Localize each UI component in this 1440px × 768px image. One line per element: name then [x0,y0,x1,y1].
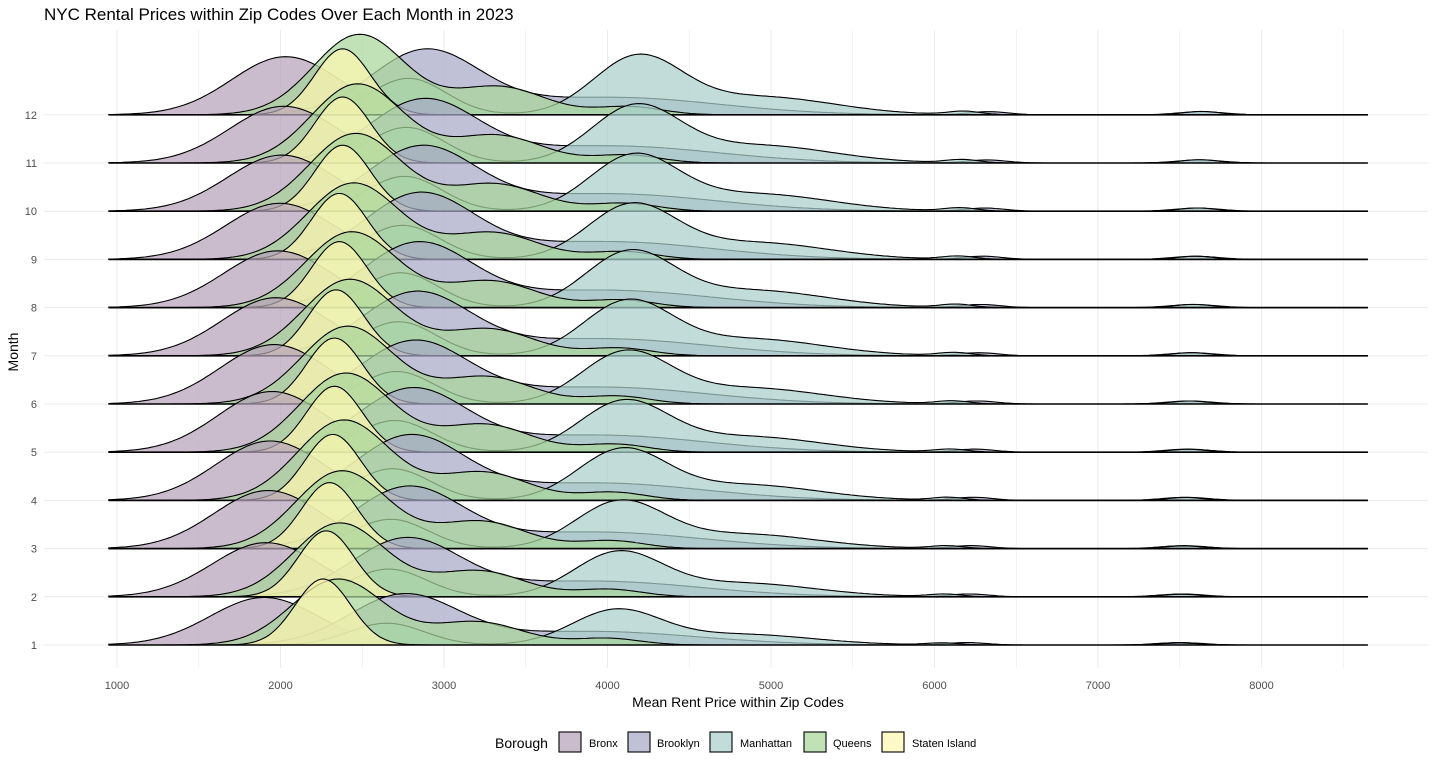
month-ridge-1 [108,578,1368,646]
month-ridge-12 [108,33,1368,116]
x-tick-label: 2000 [268,680,292,692]
x-tick-label: 6000 [922,680,946,692]
legend: Borough Bronx Brooklyn Manhattan Queens Stat… [495,731,976,753]
axes: 1000 2000 3000 4000 5000 6000 7000 800012345678… [25,110,1274,692]
legend-label-manhattan: Manhattan [740,738,792,750]
legend-label-bronx: Bronx [589,738,618,750]
y-tick-label: 10 [25,206,37,218]
x-tick-label: 1000 [105,680,129,692]
y-tick-label: 11 [26,158,37,170]
legend-swatch-manhattan [709,731,733,753]
y-tick-label: 6 [31,399,37,411]
legend-swatch-staten-island [881,731,905,753]
month-ridge-2 [108,522,1368,598]
x-tick-label: 3000 [432,680,456,692]
legend-label-brooklyn: Brooklyn [657,738,700,750]
chart-title: NYC Rental Prices within Zip Codes Over … [44,5,514,24]
y-tick-label: 7 [31,351,37,363]
legend-swatch-bronx [558,731,582,753]
y-tick-label: 8 [31,303,37,315]
month-ridge-3 [108,470,1368,550]
x-tick-label: 5000 [759,680,783,692]
x-tick-label: 8000 [1249,680,1273,692]
y-tick-label: 4 [31,495,37,507]
x-tick-label: 7000 [1086,680,1110,692]
legend-swatch-queens [803,731,827,753]
legend-label-queens: Queens [833,738,872,750]
y-tick-label: 2 [31,592,37,604]
y-tick-label: 1 [31,640,37,652]
legend-label-staten-island: Staten Island [912,738,976,750]
y-axis-title: Month [5,333,21,372]
y-tick-label: 9 [31,254,37,266]
ridges [108,33,1368,646]
y-tick-label: 5 [31,447,37,459]
y-tick-label: 3 [31,544,37,556]
legend-swatch-brooklyn [627,731,651,753]
legend-title: Borough [495,735,548,751]
x-axis-title: Mean Rent Price within Zip Codes [632,694,844,710]
y-tick-label: 12 [25,110,37,122]
x-tick-label: 4000 [595,680,619,692]
